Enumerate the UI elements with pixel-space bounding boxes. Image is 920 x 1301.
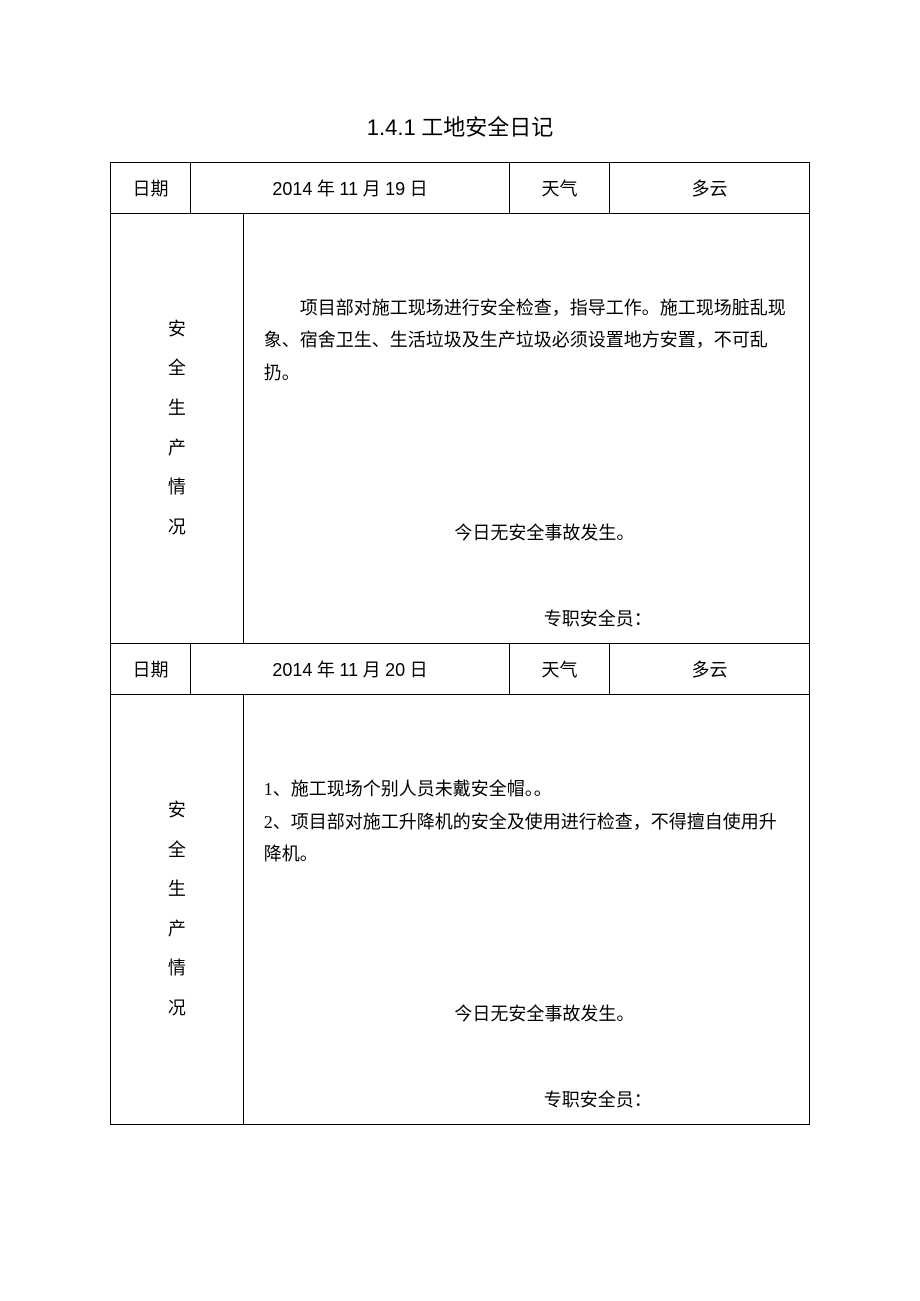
weather-label: 天气 (510, 163, 610, 214)
side-label: 安全生产情况 (111, 695, 244, 1125)
weather-label: 天气 (510, 644, 610, 695)
title-text: 工地安全日记 (421, 115, 553, 140)
date-label: 日期 (111, 163, 191, 214)
weather-value: 多云 (610, 644, 810, 695)
content-cell: 1、施工现场个别人员未戴安全帽。。 2、项目部对施工升降机的安全及使用进行检查，… (243, 695, 809, 1125)
date-label: 日期 (111, 644, 191, 695)
date-value: 2014 年 11 月 19 日 (191, 163, 510, 214)
content-cell: 项目部对施工现场进行安全检查，指导工作。施工现场脏乱现象、宿舍卫生、生活垃圾及生… (243, 214, 809, 644)
signature-line: 专职安全员： (264, 1086, 789, 1112)
entry-header-row: 日期 2014 年 11 月 19 日 天气 多云 (111, 163, 810, 214)
side-label: 安全生产情况 (111, 214, 244, 644)
entry-content-row: 安全生产情况 项目部对施工现场进行安全检查，指导工作。施工现场脏乱现象、宿舍卫生… (111, 214, 810, 644)
entry-content-row: 安全生产情况 1、施工现场个别人员未戴安全帽。。 2、项目部对施工升降机的安全及… (111, 695, 810, 1125)
content-text: 1、施工现场个别人员未戴安全帽。。 2、项目部对施工升降机的安全及使用进行检查，… (264, 773, 789, 870)
title-number: 1.4.1 (367, 115, 416, 140)
no-accident-text: 今日无安全事故发生。 (264, 519, 789, 545)
signature-line: 专职安全员： (264, 605, 789, 631)
page-title: 1.4.1 工地安全日记 (110, 110, 810, 142)
date-value: 2014 年 11 月 20 日 (191, 644, 510, 695)
diary-table: 日期 2014 年 11 月 19 日 天气 多云 安全生产情况 项目部对施工现… (110, 162, 810, 1125)
no-accident-text: 今日无安全事故发生。 (264, 1000, 789, 1026)
entry-header-row: 日期 2014 年 11 月 20 日 天气 多云 (111, 644, 810, 695)
content-text: 项目部对施工现场进行安全检查，指导工作。施工现场脏乱现象、宿舍卫生、生活垃圾及生… (264, 292, 789, 389)
weather-value: 多云 (610, 163, 810, 214)
